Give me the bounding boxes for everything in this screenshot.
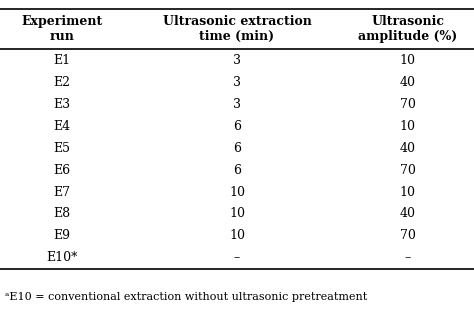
Text: 40: 40 (400, 207, 416, 221)
Text: 70: 70 (400, 98, 416, 111)
Text: 3: 3 (233, 54, 241, 67)
Text: 10: 10 (229, 229, 245, 243)
Text: Ultrasonic
amplitude (%): Ultrasonic amplitude (%) (358, 15, 457, 43)
Text: ᵃE10 = conventional extraction without ultrasonic pretreatment: ᵃE10 = conventional extraction without u… (5, 292, 367, 302)
Text: 70: 70 (400, 229, 416, 243)
Text: 3: 3 (233, 76, 241, 89)
Text: 6: 6 (233, 120, 241, 133)
Text: E10*: E10* (46, 251, 77, 265)
Text: 10: 10 (229, 185, 245, 199)
Text: E6: E6 (53, 163, 70, 177)
Text: Ultrasonic extraction
time (min): Ultrasonic extraction time (min) (163, 15, 311, 43)
Text: E4: E4 (53, 120, 70, 133)
Text: 10: 10 (400, 185, 416, 199)
Text: 6: 6 (233, 142, 241, 155)
Text: 3: 3 (233, 98, 241, 111)
Text: E2: E2 (53, 76, 70, 89)
Text: 10: 10 (400, 54, 416, 67)
Text: E8: E8 (53, 207, 70, 221)
Text: E1: E1 (53, 54, 70, 67)
Text: 6: 6 (233, 163, 241, 177)
Text: –: – (234, 251, 240, 265)
Text: Experiment
run: Experiment run (21, 15, 102, 43)
Text: 10: 10 (229, 207, 245, 221)
Text: 70: 70 (400, 163, 416, 177)
Text: 10: 10 (400, 120, 416, 133)
Text: E7: E7 (53, 185, 70, 199)
Text: –: – (404, 251, 411, 265)
Text: 40: 40 (400, 76, 416, 89)
Text: E5: E5 (53, 142, 70, 155)
Text: 40: 40 (400, 142, 416, 155)
Text: E3: E3 (53, 98, 70, 111)
Text: E9: E9 (53, 229, 70, 243)
